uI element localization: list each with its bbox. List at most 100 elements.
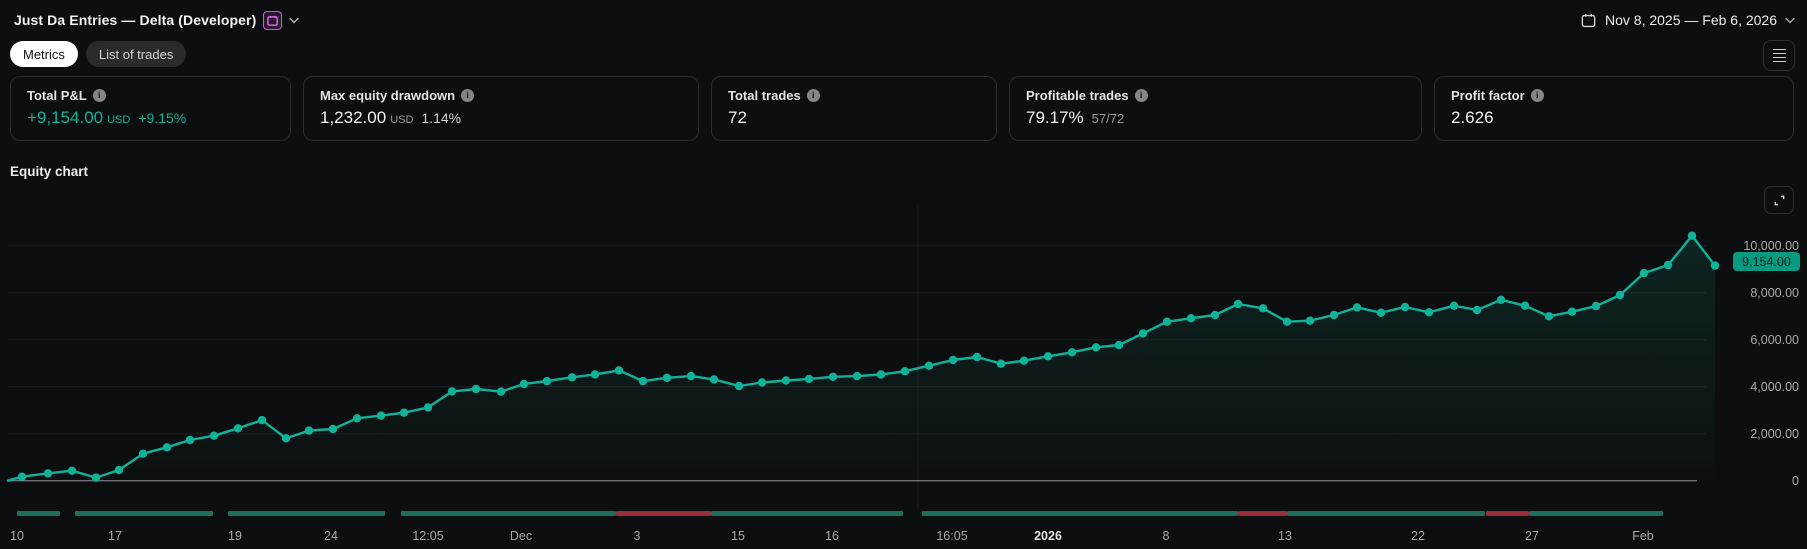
data-point-marker [638,376,648,386]
info-icon[interactable]: i [1134,89,1148,102]
metric-card-label: Total trades [728,88,801,103]
data-point-marker [1043,352,1053,361]
data-point-marker [1114,340,1124,350]
y-axis-tick-label: 8,000.00 [1750,286,1799,300]
data-point-marker [1615,290,1625,300]
data-point-marker [257,415,267,425]
data-point-marker [185,435,195,445]
data-point-marker [1400,302,1410,312]
tab-list-of-trades[interactable]: List of trades [85,41,187,67]
x-axis-tick-label: 10 [10,529,24,543]
calendar-icon [1580,12,1597,29]
strategy-selector[interactable]: Just Da Entries — Delta (Developer) [14,10,300,30]
strategy-title: Just Da Entries — Delta (Developer) [14,12,257,28]
data-point-marker [1472,305,1482,315]
header: Just Da Entries — Delta (Developer) Nov … [14,8,1795,32]
session-strip-win [1529,511,1663,516]
x-axis-tick-label: 15 [731,529,745,543]
data-point-marker [209,431,219,440]
data-point-marker [1520,301,1530,310]
expand-icon [1773,194,1786,207]
metric-card-profitable-trades: Profitable trades i 79.17% 57/72 [1009,76,1422,141]
data-point-marker [423,403,433,412]
metric-card-total-pnl: Total P&L i +9,154.00 USD +9.15% [10,76,291,141]
date-range-picker[interactable]: Nov 8, 2025 — Feb 6, 2026 [1580,12,1795,29]
data-point-marker [662,373,672,382]
data-point-marker [734,381,744,391]
x-axis-tick-label: 2026 [1034,529,1062,543]
last-value-badge-label: 9,154.00 [1742,255,1791,269]
data-point-marker [590,370,600,379]
expand-chart-button[interactable] [1764,186,1794,214]
info-icon[interactable]: i [1530,89,1544,102]
metric-card-label: Total P&L [27,88,87,103]
data-point-marker [1329,310,1339,320]
data-point-marker [804,374,814,384]
data-point-marker [1449,301,1459,310]
data-point-marker [852,371,862,381]
info-icon[interactable]: i [461,89,475,102]
x-axis-tick-label: Feb [1632,529,1654,543]
metric-card-extra: 1.14% [421,110,462,126]
data-point-marker [542,376,552,386]
data-point-marker [1591,301,1601,311]
x-axis-tick-label: 3 [634,529,641,543]
x-axis-tick-label: 13 [1278,529,1292,543]
data-point-marker [781,376,791,385]
x-axis-tick-label: 12:05 [412,529,443,543]
data-point-marker [328,424,338,434]
data-point-marker [828,372,838,381]
y-axis-tick-label: 4,000.00 [1750,380,1799,394]
data-point-marker [1352,303,1362,312]
data-point-marker [1258,304,1268,313]
data-point-marker [567,373,577,382]
info-icon[interactable]: i [92,89,106,102]
session-strip-loss [1486,511,1529,516]
data-point-marker [1210,310,1220,320]
data-point-marker [1162,317,1172,326]
data-point-marker [614,366,624,375]
data-point-marker [996,359,1006,368]
strategy-calendar-icon [263,10,283,30]
y-axis-tick-label: 10,000.00 [1743,239,1799,253]
data-point-marker [1544,312,1554,321]
last-value-badge [1733,252,1800,271]
metric-card-label: Max equity drawdown [320,88,456,103]
data-point-marker [1138,329,1148,338]
x-axis-tick-label: 17 [108,529,122,543]
session-strip-loss [616,511,711,516]
data-point-marker [1663,260,1673,270]
date-range-label: Nov 8, 2025 — Feb 6, 2026 [1605,12,1777,28]
tabs: Metrics List of trades [10,41,187,67]
data-point-marker [304,426,314,435]
data-point-marker [1376,308,1386,317]
session-strip-loss [1238,511,1287,516]
session-strip-win [922,511,1238,516]
session-strip-win [1287,511,1485,516]
data-point-marker [447,387,457,396]
metric-card-profit-factor: Profit factor i 2.626 [1434,76,1794,141]
data-point-marker [1687,231,1697,240]
metric-card-unit: USD [390,114,414,126]
x-axis-tick-label: Dec [510,529,532,543]
metric-card-value: 2.626 [1451,108,1494,127]
data-point-marker [91,473,101,482]
data-point-marker [138,449,148,458]
metric-card-value: 1,232.00 [320,108,387,127]
data-point-marker [496,387,506,396]
metric-card-total-trades: Total trades i 72 [711,76,997,141]
metric-card-value: 72 [728,108,747,127]
info-icon[interactable]: i [806,89,820,102]
data-point-marker [924,361,934,370]
y-axis-tick-label: 2,000.00 [1750,427,1799,441]
y-axis-tick-label: 0 [1792,474,1799,488]
data-point-marker [948,355,958,365]
tab-metrics[interactable]: Metrics [10,41,78,67]
session-strip-win [401,511,616,516]
layout-rows-button[interactable] [1763,40,1795,71]
data-point-marker [1186,314,1196,323]
data-point-marker [352,414,362,423]
metric-card-extra: +9.15% [138,110,187,126]
metric-card-label: Profit factor [1451,88,1525,103]
